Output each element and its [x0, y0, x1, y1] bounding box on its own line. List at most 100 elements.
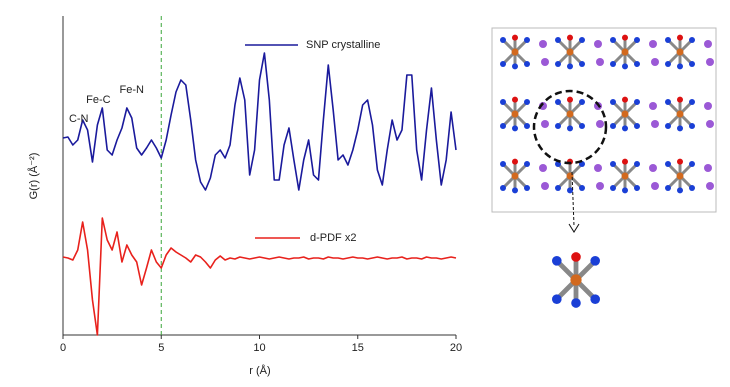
atom	[512, 49, 519, 56]
atom	[590, 256, 600, 266]
atom	[610, 61, 616, 67]
atom	[622, 35, 628, 41]
atom	[567, 97, 573, 103]
ion	[704, 40, 712, 48]
ion	[594, 40, 602, 48]
atom	[677, 35, 683, 41]
atom	[634, 161, 640, 167]
atom	[567, 35, 573, 41]
arrow-head	[569, 224, 579, 232]
atom	[689, 61, 695, 67]
annotation: Fe-C	[86, 94, 111, 106]
x-tick-label: 5	[158, 342, 164, 354]
atom	[500, 61, 506, 67]
atom	[512, 35, 518, 41]
atom	[634, 185, 640, 191]
ion	[651, 182, 659, 190]
atom	[622, 97, 628, 103]
atom	[500, 37, 506, 43]
y-axis-label: G(r) (Å⁻²)	[27, 153, 40, 200]
atom	[610, 99, 616, 105]
atom	[512, 125, 518, 131]
atom	[665, 37, 671, 43]
atom	[610, 185, 616, 191]
atom	[567, 187, 573, 193]
atom	[500, 161, 506, 167]
atom	[570, 274, 581, 285]
atom	[500, 123, 506, 129]
ion	[706, 182, 714, 190]
legend-label: SNP crystalline	[306, 39, 380, 51]
atom	[579, 61, 585, 67]
atom	[665, 185, 671, 191]
ion	[649, 40, 657, 48]
x-axis-label: r (Å)	[249, 364, 270, 377]
figure: G(r) (Å⁻²) r (Å) 05101520SNP crystalline…	[0, 0, 730, 382]
atom	[571, 298, 581, 308]
atom	[677, 125, 683, 131]
atom	[622, 159, 628, 165]
atom	[555, 37, 561, 43]
atom	[571, 252, 581, 262]
crystal-structure	[492, 28, 716, 308]
atom	[500, 99, 506, 105]
ion	[651, 120, 659, 128]
atom	[590, 294, 600, 304]
atom	[622, 49, 629, 56]
ion	[541, 182, 549, 190]
series-line	[63, 218, 456, 335]
ion	[596, 120, 604, 128]
atom	[579, 37, 585, 43]
atom	[512, 187, 518, 193]
atom	[524, 161, 530, 167]
x-tick-label: 10	[253, 342, 265, 354]
x-tick-label: 15	[352, 342, 364, 354]
atom	[677, 49, 684, 56]
atom	[610, 161, 616, 167]
atom	[634, 99, 640, 105]
ion	[704, 102, 712, 110]
x-tick-label: 0	[60, 342, 66, 354]
atom	[512, 111, 519, 118]
atom	[555, 185, 561, 191]
atom	[677, 97, 683, 103]
atom	[579, 99, 585, 105]
atom	[622, 63, 628, 69]
atom	[665, 61, 671, 67]
atom	[524, 185, 530, 191]
atom	[524, 99, 530, 105]
atom	[524, 123, 530, 129]
ion	[539, 164, 547, 172]
legend-label: d-PDF x2	[310, 232, 356, 244]
atom	[555, 99, 561, 105]
atom	[579, 185, 585, 191]
atom	[552, 256, 562, 266]
atom	[524, 61, 530, 67]
atom	[689, 161, 695, 167]
annotation: Fe-N	[120, 84, 145, 96]
atom	[512, 97, 518, 103]
annotation: C-N	[69, 113, 89, 125]
atom	[665, 161, 671, 167]
atom	[665, 123, 671, 129]
ion	[704, 164, 712, 172]
atom	[689, 185, 695, 191]
atom	[634, 123, 640, 129]
atom	[512, 173, 519, 180]
atom	[677, 63, 683, 69]
atom	[634, 61, 640, 67]
ion	[649, 164, 657, 172]
atom	[552, 294, 562, 304]
ion	[706, 120, 714, 128]
ion	[649, 102, 657, 110]
atom	[555, 61, 561, 67]
atom	[689, 123, 695, 129]
atom	[512, 63, 518, 69]
atom	[567, 63, 573, 69]
ion	[651, 58, 659, 66]
atom	[622, 187, 628, 193]
atom	[579, 123, 585, 129]
atom	[524, 37, 530, 43]
atom	[567, 111, 574, 118]
atom	[677, 159, 683, 165]
